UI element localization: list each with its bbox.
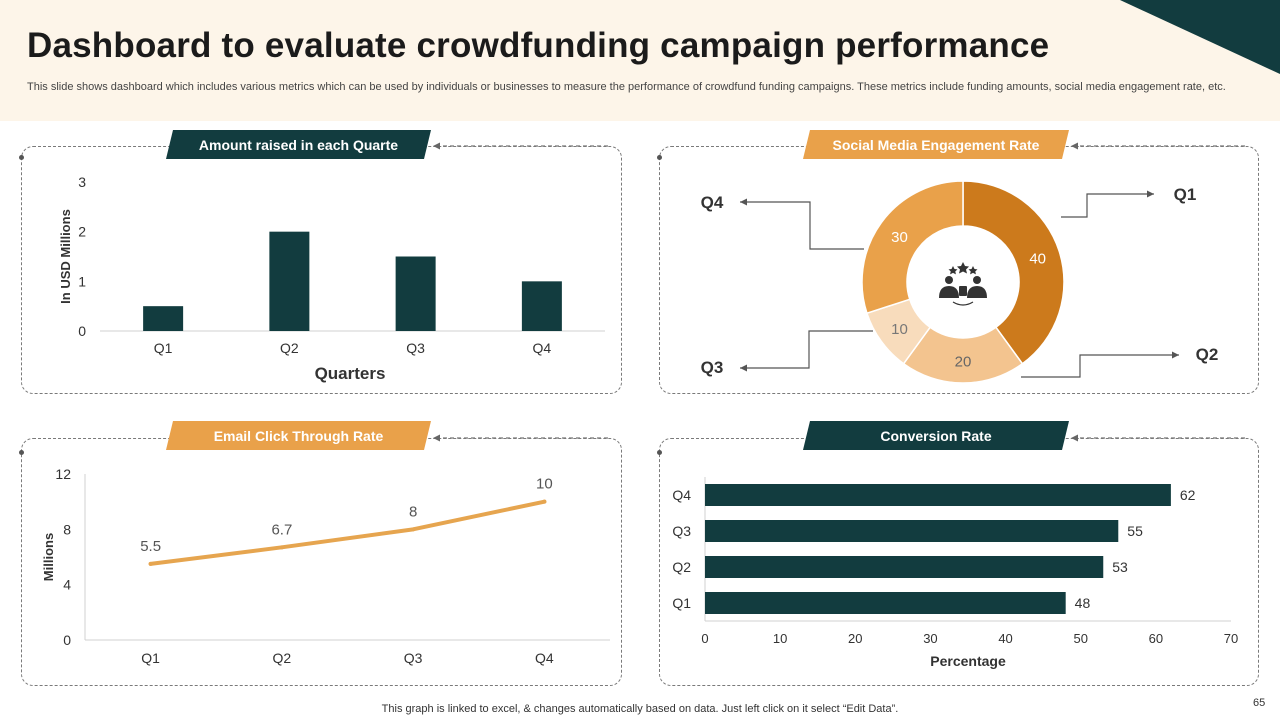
x-axis-title: Quarters bbox=[315, 364, 386, 383]
y-tick-label: Q2 bbox=[672, 559, 691, 575]
quarter-label-q4: Q4 bbox=[701, 193, 724, 212]
bar-q3 bbox=[705, 520, 1119, 542]
quarter-label-q3: Q3 bbox=[701, 358, 724, 377]
x-tick-label: Q1 bbox=[141, 650, 160, 666]
corner-dot bbox=[19, 450, 24, 455]
slice-value-label: 20 bbox=[955, 354, 972, 371]
bar-q3 bbox=[395, 256, 436, 331]
data-label: 6.7 bbox=[271, 521, 292, 538]
y-tick-label: 0 bbox=[78, 323, 86, 339]
quarter-label-q1: Q1 bbox=[1174, 185, 1197, 204]
ctr-series-line bbox=[148, 499, 547, 566]
data-label: 48 bbox=[1075, 595, 1091, 611]
data-point-q4 bbox=[542, 499, 547, 504]
callout-lines bbox=[740, 190, 1179, 378]
slice-q1 bbox=[962, 180, 1065, 365]
slice-value-label: 10 bbox=[891, 321, 908, 338]
y-tick-label: 4 bbox=[63, 577, 71, 593]
y-axis-title: Millions bbox=[41, 533, 56, 581]
conversion-rate-chart: 0 10 20 30 40 50 60 70 Q1 48 Q2 53 Q3 55 Q4 62 Percentag… bbox=[672, 477, 1238, 669]
bar-q1 bbox=[705, 592, 1066, 614]
y-tick-label: 3 bbox=[78, 174, 86, 190]
x-tick-label: Q1 bbox=[154, 340, 173, 356]
email-ctr-chart: 0 4 8 12 5.5 Q1 6.7 Q2 8 Q3 10 Q4 Millions bbox=[41, 466, 610, 666]
corner-dot bbox=[657, 450, 662, 455]
x-tick-label: Q3 bbox=[404, 650, 423, 666]
amount-raised-chart: 0 1 2 3 Q1 Q2 Q3 Q4 Quarters In USD Millions bbox=[58, 174, 605, 383]
quarter-label-q2: Q2 bbox=[1196, 345, 1219, 364]
corner-decoration bbox=[1120, 0, 1280, 74]
x-tick-label: 50 bbox=[1073, 631, 1087, 646]
callout-arrow-q3 bbox=[740, 330, 873, 372]
page-number: 65 bbox=[1253, 697, 1266, 709]
data-label: 10 bbox=[536, 476, 553, 493]
x-tick-label: 40 bbox=[998, 631, 1012, 646]
x-tick-label: 0 bbox=[701, 631, 708, 646]
callout-arrow-q4 bbox=[740, 198, 864, 250]
footnote: This graph is linked to excel, & changes… bbox=[381, 703, 899, 715]
y-tick-label: 0 bbox=[63, 632, 71, 648]
audience-rating-icon bbox=[939, 262, 987, 306]
corner-dot bbox=[657, 155, 662, 160]
x-tick-label: Q2 bbox=[280, 340, 299, 356]
y-tick-label: 1 bbox=[78, 273, 86, 289]
bar-q4 bbox=[705, 484, 1171, 506]
y-axis-title: In USD Millions bbox=[58, 209, 73, 304]
x-tick-label: Q2 bbox=[273, 650, 292, 666]
x-tick-label: Q4 bbox=[533, 340, 552, 356]
callout-arrow-q2 bbox=[1021, 351, 1179, 378]
y-tick-label: Q4 bbox=[672, 487, 691, 503]
bar-q1 bbox=[143, 306, 184, 331]
bar-q2 bbox=[705, 556, 1104, 578]
bar-q4 bbox=[521, 281, 562, 331]
email-ctr-banner: Email Click Through Rate bbox=[166, 421, 431, 450]
corner-dot bbox=[19, 155, 24, 160]
x-tick-label: 30 bbox=[923, 631, 937, 646]
data-point-q1 bbox=[148, 561, 153, 566]
y-tick-label: 2 bbox=[78, 224, 86, 240]
data-point-q2 bbox=[279, 545, 284, 550]
conversion-rate-banner: Conversion Rate bbox=[803, 421, 1069, 450]
x-tick-label: 60 bbox=[1149, 631, 1163, 646]
y-tick-label: Q1 bbox=[672, 595, 691, 611]
amount-raised-banner: Amount raised in each Quarte bbox=[166, 130, 431, 159]
slice-q4 bbox=[861, 180, 964, 315]
slide-subtitle: This slide shows dashboard which include… bbox=[27, 81, 1226, 93]
x-tick-label: 20 bbox=[848, 631, 862, 646]
bar-q2 bbox=[269, 231, 310, 331]
social-engagement-chart: 40 20 10 30 Q1 Q2 Q3 Q4 bbox=[701, 180, 1219, 384]
x-tick-label: 10 bbox=[773, 631, 787, 646]
x-axis-title: Percentage bbox=[930, 653, 1006, 669]
callout-arrow-q1 bbox=[1061, 190, 1154, 218]
data-label: 8 bbox=[409, 503, 417, 520]
data-label: 5.5 bbox=[140, 538, 161, 555]
data-label: 53 bbox=[1112, 559, 1128, 575]
data-label: 62 bbox=[1180, 487, 1196, 503]
x-tick-label: 70 bbox=[1224, 631, 1238, 646]
y-tick-label: 12 bbox=[55, 466, 71, 482]
slice-value-label: 40 bbox=[1029, 251, 1046, 268]
header-band bbox=[0, 0, 1280, 121]
slice-value-label: 30 bbox=[891, 229, 908, 246]
slide-title: Dashboard to evaluate crowdfunding campa… bbox=[27, 26, 1050, 65]
y-tick-label: Q3 bbox=[672, 523, 691, 539]
data-point-q3 bbox=[411, 527, 416, 532]
y-tick-label: 8 bbox=[63, 521, 71, 537]
x-tick-label: Q3 bbox=[406, 340, 425, 356]
x-tick-label: Q4 bbox=[535, 650, 554, 666]
data-label: 55 bbox=[1127, 523, 1143, 539]
social-engagement-banner: Social Media Engagement Rate bbox=[803, 130, 1069, 159]
